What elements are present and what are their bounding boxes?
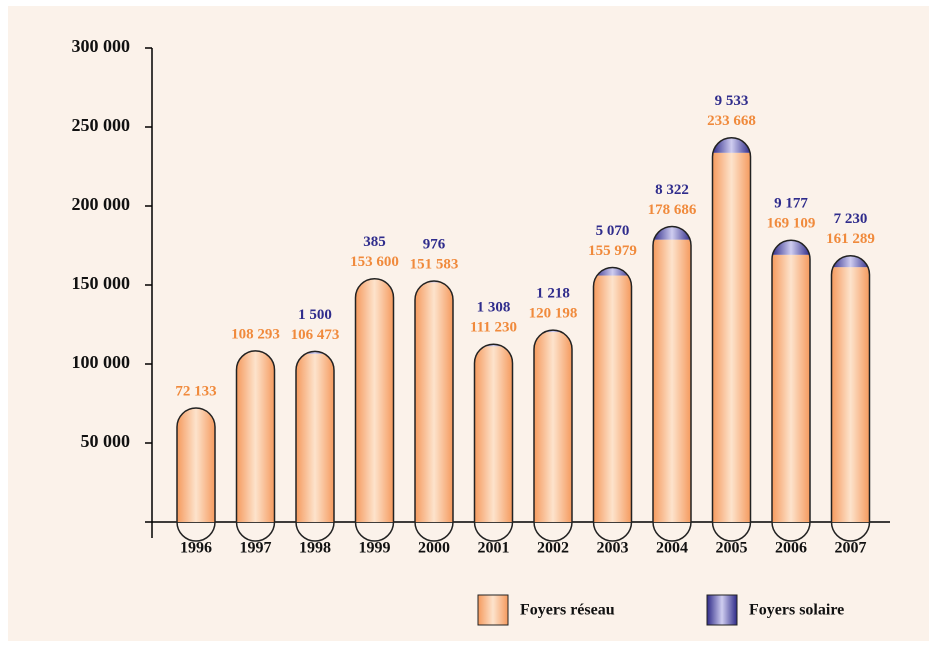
bar-outline bbox=[354, 277, 395, 542]
y-tick-label: 300 000 bbox=[72, 36, 131, 56]
x-tick-label: 2002 bbox=[537, 540, 569, 557]
data-label: 976 bbox=[423, 236, 446, 252]
y-tick-label: 200 000 bbox=[72, 194, 131, 214]
data-label: 5 070 bbox=[596, 223, 630, 239]
bar-stack bbox=[653, 226, 691, 522]
bar-segment bbox=[296, 353, 334, 522]
bar-segment bbox=[772, 254, 810, 522]
data-label: 155 979 bbox=[588, 243, 637, 259]
legend-label: Foyers solaire bbox=[749, 602, 844, 619]
data-label: 72 133 bbox=[175, 383, 216, 399]
x-tick-label: 2004 bbox=[656, 540, 688, 557]
x-tick-label: 2003 bbox=[597, 540, 629, 557]
bar-segment bbox=[831, 255, 870, 268]
x-tick-label: 2000 bbox=[418, 540, 450, 557]
x-tick-label: 2006 bbox=[775, 540, 807, 557]
bar-outline bbox=[295, 350, 335, 542]
x-tick-label: 2001 bbox=[478, 540, 510, 557]
data-label: 161 289 bbox=[826, 231, 875, 247]
bar-outline bbox=[473, 343, 514, 542]
bar-outline bbox=[235, 350, 276, 542]
bar-segment bbox=[355, 279, 394, 522]
bar-stack bbox=[831, 255, 870, 522]
x-tick-label: 2007 bbox=[835, 540, 867, 557]
data-label: 106 473 bbox=[291, 327, 340, 343]
bar-segment bbox=[474, 346, 513, 522]
data-label: 151 583 bbox=[410, 256, 459, 272]
bar-outline bbox=[652, 225, 692, 542]
data-label: 385 bbox=[363, 234, 386, 250]
data-label: 1 500 bbox=[298, 307, 332, 323]
data-label: 169 109 bbox=[767, 216, 816, 232]
data-label: 120 198 bbox=[529, 306, 578, 322]
y-tick-label: 150 000 bbox=[72, 273, 131, 293]
bar-segment bbox=[712, 152, 751, 522]
bar-segment bbox=[236, 350, 275, 522]
data-label: 178 686 bbox=[648, 202, 697, 218]
bar-segment bbox=[534, 330, 572, 333]
bar-stack bbox=[593, 267, 632, 522]
bar-outline bbox=[176, 407, 216, 542]
bar-segment bbox=[474, 344, 513, 347]
bar-stack bbox=[296, 351, 334, 522]
bar-segment bbox=[831, 267, 870, 522]
data-label: 233 668 bbox=[707, 113, 756, 129]
y-tick-label: 50 000 bbox=[81, 431, 131, 451]
bar-stack bbox=[534, 330, 572, 522]
data-label: 7 230 bbox=[834, 211, 868, 227]
x-tick-label: 1998 bbox=[299, 540, 331, 557]
bar-segment bbox=[177, 408, 215, 522]
bar-segment bbox=[653, 239, 691, 522]
y-tick-label: 100 000 bbox=[72, 352, 131, 372]
bar-segment bbox=[534, 332, 572, 522]
data-label: 1 218 bbox=[536, 286, 570, 302]
x-tick-label: 2005 bbox=[716, 540, 748, 557]
bar-stack bbox=[177, 408, 215, 522]
x-tick-label: 1997 bbox=[240, 540, 272, 557]
data-label: 108 293 bbox=[231, 326, 280, 342]
bar-segment bbox=[415, 280, 453, 283]
legend-label: Foyers réseau bbox=[520, 602, 615, 619]
legend-swatch bbox=[706, 594, 738, 626]
bar-stack bbox=[415, 280, 453, 522]
data-label: 1 308 bbox=[477, 300, 511, 316]
bar-outline bbox=[711, 136, 752, 542]
bar-stack bbox=[772, 240, 810, 522]
bar-outline bbox=[592, 266, 633, 542]
bar-segment bbox=[593, 275, 632, 522]
bar-segment bbox=[712, 137, 751, 153]
bar-stack bbox=[474, 344, 513, 522]
data-label: 8 322 bbox=[655, 182, 689, 198]
bar-stack bbox=[355, 278, 394, 522]
bar-segment bbox=[296, 351, 334, 354]
bar-stack bbox=[712, 137, 751, 522]
bar-outline bbox=[414, 280, 454, 542]
data-label: 9 533 bbox=[715, 93, 749, 109]
bar-segment bbox=[772, 240, 810, 255]
bar-stack bbox=[236, 350, 275, 522]
data-label: 111 230 bbox=[470, 320, 517, 336]
data-label: 9 177 bbox=[774, 196, 808, 212]
data-label: 153 600 bbox=[350, 254, 399, 270]
bar-segment bbox=[593, 267, 632, 276]
bar-outline bbox=[533, 329, 573, 542]
bar-outline bbox=[771, 239, 811, 542]
bar-outline bbox=[830, 254, 871, 542]
y-tick-label: 250 000 bbox=[72, 115, 131, 135]
legend-swatch bbox=[477, 594, 509, 626]
x-tick-label: 1996 bbox=[180, 540, 212, 557]
x-tick-label: 1999 bbox=[359, 540, 391, 557]
bar-segment bbox=[415, 282, 453, 522]
